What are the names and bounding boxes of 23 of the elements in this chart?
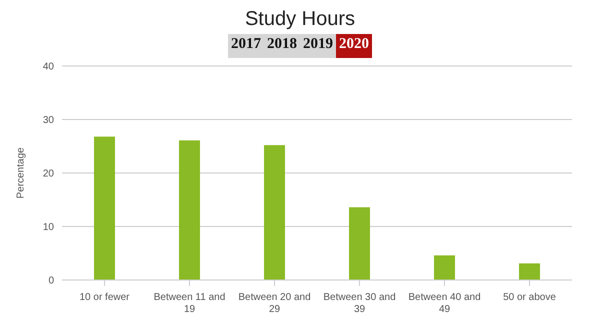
x-tick-label: Between 40 and 49: [408, 292, 481, 315]
bar: [349, 207, 370, 280]
bar: [179, 140, 200, 280]
y-tick-label: 40: [42, 62, 54, 73]
y-tick-label: 0: [48, 276, 54, 287]
bar: [519, 263, 540, 280]
text: 2017: [228, 34, 264, 58]
y-tick-label: 10: [42, 222, 54, 234]
bar: [264, 145, 285, 280]
text: 2020: [336, 34, 372, 58]
x-tick-label: Between 20 and 29: [238, 292, 311, 315]
x-tick-label: 50 or above: [503, 292, 556, 303]
y-axis-title: Percentage: [16, 146, 27, 199]
y-tick-label: 20: [42, 168, 54, 180]
bar: [94, 136, 115, 280]
bar: [434, 255, 455, 280]
text: 2018: [264, 34, 300, 58]
chart-title: Study Hours: [244, 8, 356, 32]
x-tick-label: 10 or fewer: [79, 292, 130, 303]
y-tick-label: 30: [42, 115, 54, 126]
x-tick-label: Between 30 and 39: [323, 292, 396, 315]
text: 2019: [300, 34, 336, 58]
x-tick-label: Between 11 and 19: [154, 292, 226, 315]
